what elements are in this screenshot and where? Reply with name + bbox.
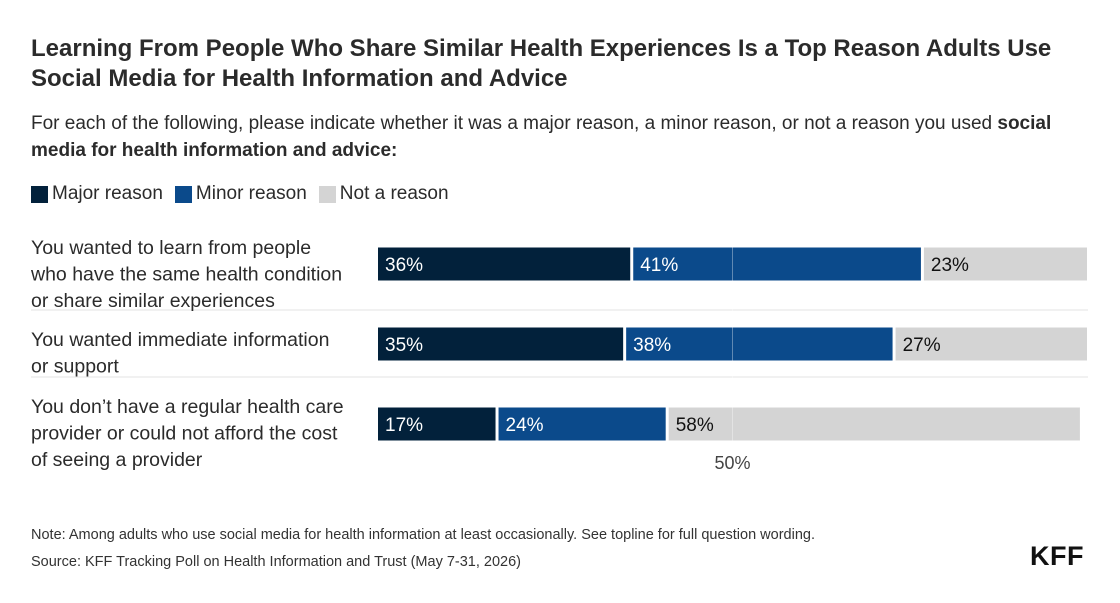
category-label: You don’t have a regular health care prov… (31, 396, 344, 471)
category-label-line: of seeing a provider (31, 449, 203, 471)
category-label: You wanted immediate information or suppo… (31, 329, 329, 378)
category-label-line: who have the same health condition (30, 264, 342, 286)
category-label-line: You wanted immediate information (31, 329, 329, 351)
data-label-minor: 38% (633, 335, 671, 356)
note-text: Note: Among adults who use social media … (31, 527, 815, 543)
bar-not (895, 327, 1087, 361)
legend-item-minor: Minor reason (174, 183, 307, 205)
category-label-line: or share similar experiences (31, 290, 275, 312)
legend: Major reason Minor reason Not a reason (31, 181, 461, 207)
subtitle-text: For each of the following, please indica… (31, 113, 998, 134)
bar-minor (626, 327, 893, 361)
bar-major (378, 247, 631, 281)
kff-logo: KFF (1030, 541, 1084, 571)
legend-item-not: Not a reason (318, 183, 449, 205)
stacked-bar-chart: You wanted to learn from people who have … (30, 237, 1088, 473)
data-label-major: 17% (385, 415, 423, 436)
data-label-major: 35% (385, 335, 423, 356)
chart-subtitle: For each of the following, please indica… (31, 110, 1101, 164)
bar-minor (498, 407, 666, 441)
legend-label-not: Not a reason (339, 183, 449, 204)
data-label-major: 36% (385, 255, 423, 276)
category-label-line: provider or could not afford the cost (31, 423, 338, 445)
category-label: You wanted to learn from people who have … (30, 237, 342, 312)
source-text: Source: KFF Tracking Poll on Health Info… (31, 554, 522, 570)
legend-swatch-minor (174, 185, 192, 203)
data-label-minor: 24% (506, 415, 544, 436)
data-label-not: 27% (903, 335, 941, 356)
bar-major (378, 407, 496, 441)
data-label-not: 23% (931, 255, 969, 276)
bar-minor (633, 247, 921, 281)
category-label-line: You don’t have a regular health care (31, 396, 344, 418)
legend-label-minor: Minor reason (195, 183, 307, 204)
category-label-line: or support (31, 356, 119, 378)
reference-line-label: 50% (714, 453, 750, 473)
bar-not (668, 407, 1080, 441)
legend-swatch-not (318, 185, 336, 203)
category-label-line: You wanted to learn from people (31, 237, 311, 259)
data-label-not: 58% (676, 415, 714, 436)
bar-not (923, 247, 1087, 281)
legend-swatch-major (31, 185, 48, 203)
data-label-minor: 41% (640, 255, 678, 276)
bar-major (378, 327, 624, 361)
chart-title: Learning From People Who Share Similar H… (31, 35, 1052, 92)
subtitle-bold-text: social media for health information and … (31, 113, 1052, 161)
legend-label-major: Major reason (52, 183, 163, 204)
legend-item-major: Major reason (31, 183, 163, 205)
